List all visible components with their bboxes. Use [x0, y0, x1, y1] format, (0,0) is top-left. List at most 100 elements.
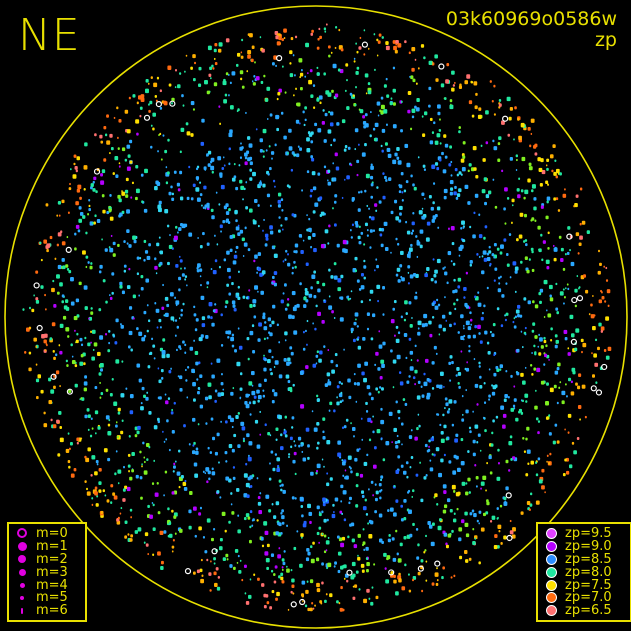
- star-mark: [340, 391, 343, 395]
- star-mark: [540, 233, 543, 237]
- star-mark: [86, 491, 91, 496]
- star-mark: [116, 435, 120, 439]
- star-mark: [350, 327, 354, 332]
- star-mark: [433, 345, 437, 350]
- star-mark: [425, 474, 428, 477]
- star-mark: [74, 232, 77, 236]
- star-mark: [119, 512, 122, 515]
- star-mark: [194, 473, 199, 478]
- star-mark: [48, 400, 53, 405]
- star-mark: [284, 307, 288, 311]
- star-mark: [370, 165, 374, 170]
- star-mark: [425, 560, 428, 563]
- star-mark: [334, 46, 337, 50]
- star-mark: [143, 239, 147, 243]
- star-mark: [163, 100, 167, 105]
- star-mark: [148, 243, 151, 247]
- star-mark: [486, 257, 491, 262]
- star-mark: [517, 304, 521, 309]
- star-mark: [352, 585, 355, 588]
- star-mark: [516, 348, 520, 353]
- star-mark: [99, 396, 102, 399]
- star-mark: [302, 330, 305, 334]
- star-mark: [343, 148, 347, 152]
- star-mark: [567, 431, 570, 434]
- star-mark: [474, 295, 477, 299]
- star-mark: [439, 118, 441, 121]
- star-mark: [210, 165, 215, 171]
- star-mark: [178, 227, 182, 232]
- star-mark: [561, 400, 565, 405]
- star-mark: [458, 188, 462, 193]
- star-mark: [523, 297, 527, 301]
- star-mark: [200, 295, 205, 300]
- star-mark: [321, 532, 324, 536]
- star-mark: [301, 450, 304, 454]
- star-mark: [378, 227, 382, 232]
- star-mark: [72, 174, 77, 179]
- star-mark: [488, 455, 492, 460]
- star-mark: [171, 429, 175, 434]
- star-mark: [284, 91, 287, 94]
- star-mark: [385, 440, 390, 446]
- star-mark: [400, 315, 403, 319]
- star-mark: [269, 113, 273, 117]
- star-mark: [495, 365, 499, 370]
- star-mark: [433, 453, 436, 457]
- star-mark: [433, 182, 436, 185]
- star-mark: [425, 534, 427, 538]
- star-mark: [199, 268, 203, 272]
- star-mark: [356, 279, 360, 283]
- star-mark: [534, 219, 537, 222]
- star-mark: [125, 387, 128, 390]
- star-mark: [214, 389, 218, 393]
- star-mark: [208, 302, 213, 307]
- star-mark: [555, 197, 559, 201]
- star-mark: [197, 236, 199, 239]
- star-mark: [372, 127, 376, 131]
- star-mark: [506, 252, 509, 256]
- star-mark: [553, 384, 557, 389]
- star-mark: [468, 349, 471, 353]
- star-mark: [570, 333, 575, 338]
- star-mark: [53, 356, 56, 360]
- star-mark: [151, 501, 154, 504]
- star-mark: [180, 267, 182, 270]
- star-mark: [526, 426, 530, 431]
- star-mark: [276, 467, 280, 473]
- star-mark: [493, 146, 498, 151]
- star-mark: [569, 464, 573, 469]
- star-mark: [377, 299, 380, 303]
- star-mark: [351, 538, 355, 543]
- star-mark: [212, 67, 215, 70]
- star-mark: [379, 376, 383, 380]
- star-mark: [301, 580, 306, 585]
- star-mark: [207, 45, 212, 51]
- star-mark: [242, 437, 245, 441]
- star-mark: [248, 289, 251, 292]
- star-mark: [498, 282, 501, 285]
- star-mark: [332, 177, 337, 182]
- star-mark: [399, 184, 403, 189]
- star-mark: [174, 532, 177, 535]
- star-mark: [219, 224, 223, 229]
- star-mark: [266, 601, 270, 605]
- star-mark: [191, 347, 194, 350]
- star-mark: [155, 272, 158, 275]
- star-mark: [257, 252, 262, 257]
- star-mark: [218, 265, 221, 269]
- star-mark: [276, 41, 281, 46]
- star-mark: [562, 288, 565, 291]
- star-mark: [147, 504, 150, 508]
- star-mark: [244, 152, 248, 157]
- star-mark: [368, 488, 370, 491]
- star-mark: [408, 573, 410, 576]
- star-mark: [323, 27, 327, 31]
- star-mark: [83, 362, 86, 366]
- star-mark: [520, 411, 524, 415]
- star-mark: [214, 451, 218, 456]
- star-mark: [210, 160, 213, 164]
- star-mark: [350, 236, 353, 239]
- star-mark: [159, 132, 162, 136]
- star-mark: [485, 141, 489, 145]
